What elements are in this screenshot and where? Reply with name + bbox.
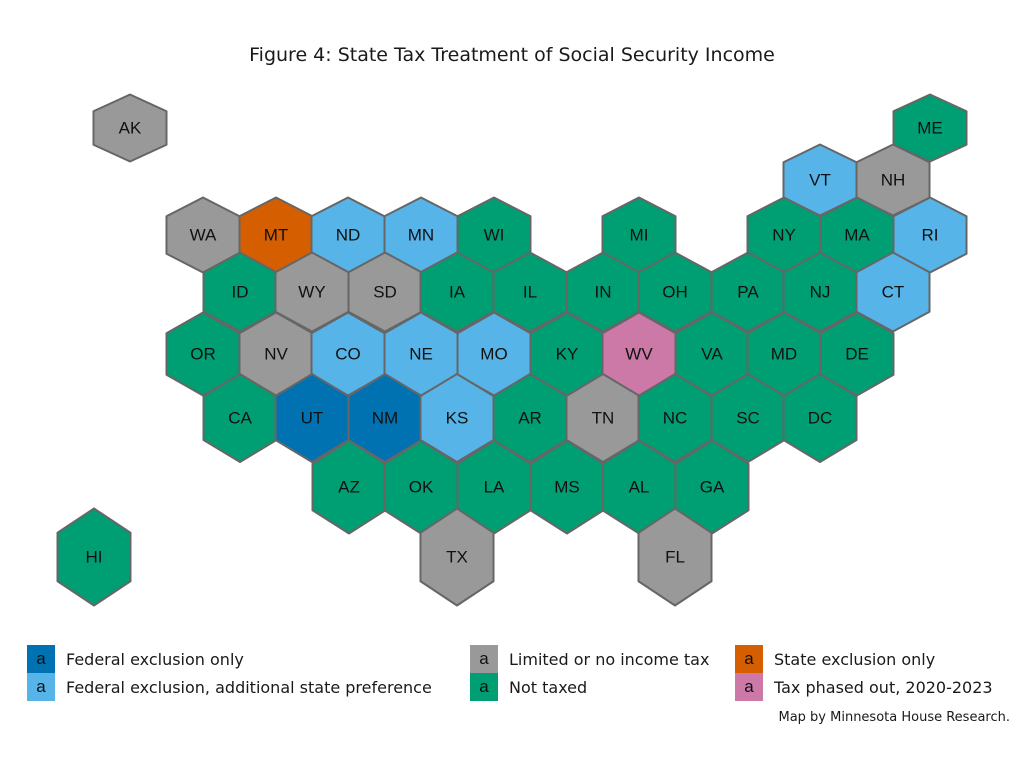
hex-shape <box>637 507 713 607</box>
legend-item-federal-only: a Federal exclusion only <box>27 645 244 673</box>
legend-label: Tax phased out, 2020-2023 <box>774 677 993 697</box>
legend-swatch-federal-plus-state: a <box>27 673 55 701</box>
legend-swatch-phased-out: a <box>735 673 763 701</box>
hex-shape <box>56 507 132 607</box>
swatch-glyph: a <box>744 649 754 668</box>
swatch-glyph: a <box>744 677 754 696</box>
state-hex-hi: HI <box>56 507 132 607</box>
swatch-glyph: a <box>36 649 46 668</box>
legend-label: Federal exclusion, additional state pref… <box>66 677 432 697</box>
hex-shape <box>782 373 858 463</box>
swatch-glyph: a <box>479 677 489 696</box>
legend-swatch-not-taxed: a <box>470 673 498 701</box>
swatch-glyph: a <box>36 677 46 696</box>
legend-item-not-taxed: a Not taxed <box>470 673 587 701</box>
legend-label: Not taxed <box>509 677 588 697</box>
legend-item-federal-plus-state: a Federal exclusion, additional state pr… <box>27 673 432 701</box>
legend-label: Limited or no income tax <box>509 649 710 669</box>
legend-item-limited-no-tax: a Limited or no income tax <box>470 645 709 673</box>
hex-shape <box>419 507 495 607</box>
swatch-glyph: a <box>479 649 489 668</box>
map-credit: Map by Minnesota House Research. <box>778 710 1010 725</box>
legend-swatch-state-only: a <box>735 645 763 673</box>
legend-item-phased-out: a Tax phased out, 2020-2023 <box>735 673 993 701</box>
hex-shape <box>92 93 168 163</box>
state-hex-ak: AK <box>92 93 168 163</box>
legend-label: State exclusion only <box>774 649 936 669</box>
hex-shape <box>855 251 931 333</box>
figure-title: Figure 4: State Tax Treatment of Social … <box>249 44 775 66</box>
legend-swatch-federal-only: a <box>27 645 55 673</box>
legend-item-state-only: a State exclusion only <box>735 645 935 673</box>
legend-label: Federal exclusion only <box>66 649 244 669</box>
legend-swatch-limited-no-tax: a <box>470 645 498 673</box>
